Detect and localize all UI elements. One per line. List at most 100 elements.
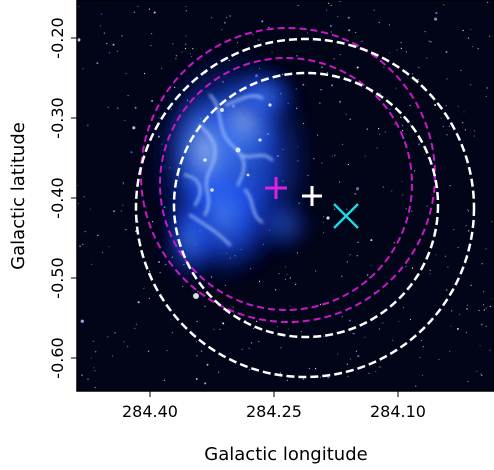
- star-point: [450, 325, 452, 327]
- star-point: [460, 69, 462, 71]
- y-tick-label: -0.50: [48, 257, 67, 298]
- star-point: [289, 305, 291, 307]
- star-point: [320, 89, 322, 91]
- star-point: [366, 128, 368, 130]
- star-point: [415, 385, 417, 387]
- star-point: [378, 21, 380, 23]
- star-point: [443, 4, 445, 6]
- star-point: [410, 124, 412, 126]
- y-ticks: [71, 37, 77, 359]
- star-point: [346, 261, 348, 263]
- star-point: [389, 52, 391, 54]
- star-point: [149, 270, 151, 272]
- star-point: [418, 143, 421, 146]
- star-point: [166, 350, 168, 352]
- star-point: [145, 206, 147, 208]
- star-point: [253, 327, 255, 330]
- star-point: [271, 51, 273, 54]
- star-point: [258, 280, 261, 282]
- star-point: [82, 68, 84, 70]
- star-point: [423, 153, 425, 155]
- star-point: [345, 113, 347, 115]
- star-point: [489, 349, 491, 351]
- star-point: [134, 106, 137, 109]
- star-point: [192, 48, 194, 50]
- x-tick-label: 284.25: [246, 402, 302, 421]
- star-point: [268, 26, 270, 28]
- star-point: [470, 28, 472, 31]
- star-point: [213, 328, 215, 330]
- star-point: [337, 15, 339, 18]
- star-point: [491, 221, 493, 223]
- magenta-inner-circle: [159, 57, 413, 311]
- star-point: [329, 24, 332, 27]
- star-point: [286, 379, 288, 381]
- white-inner-circle: [172, 71, 440, 339]
- star-point: [195, 341, 198, 343]
- magenta-plus-marker: [265, 177, 287, 199]
- star-point: [435, 12, 438, 14]
- star-point: [101, 251, 104, 254]
- star-point: [289, 277, 291, 279]
- star-point: [391, 190, 393, 192]
- star-point: [411, 267, 414, 269]
- star-point: [258, 39, 260, 41]
- star-point: [219, 328, 221, 330]
- star-point: [295, 283, 297, 285]
- star-point: [354, 192, 357, 195]
- star-point: [163, 379, 165, 381]
- star-point: [367, 274, 369, 276]
- star-point: [100, 25, 102, 27]
- star-point: [170, 319, 172, 321]
- star-point: [431, 193, 433, 196]
- star-point: [279, 372, 282, 374]
- star-point: [468, 210, 470, 212]
- star-point: [125, 229, 127, 231]
- star-point: [197, 290, 199, 292]
- star-point: [458, 314, 461, 316]
- star-point: [94, 387, 96, 389]
- star-point: [349, 358, 351, 360]
- star-point: [82, 243, 84, 245]
- star-point: [434, 104, 437, 106]
- star-point: [195, 378, 198, 380]
- star-point: [334, 154, 336, 156]
- star-point: [489, 35, 491, 38]
- star-point: [132, 126, 136, 130]
- star-point: [236, 42, 238, 44]
- star-point: [419, 356, 421, 358]
- star-point: [375, 370, 377, 373]
- star-point: [368, 372, 370, 374]
- star-point: [420, 339, 423, 342]
- star-point: [474, 130, 476, 132]
- star-point: [483, 304, 485, 306]
- star-point: [349, 118, 351, 120]
- star-point: [78, 6, 80, 8]
- star-point: [331, 84, 334, 87]
- star-point: [413, 170, 416, 172]
- star-point: [444, 255, 446, 257]
- star-point: [438, 358, 440, 361]
- star-point: [485, 95, 487, 97]
- star-point: [224, 284, 226, 286]
- star-point: [470, 84, 472, 86]
- star-point: [451, 310, 453, 312]
- star-point: [159, 272, 161, 274]
- sky-image: [77, 0, 494, 391]
- star-point: [200, 350, 203, 352]
- star-point: [80, 319, 84, 323]
- star-point: [255, 320, 258, 322]
- star-point: [468, 230, 470, 232]
- star-point: [327, 376, 330, 379]
- star-point: [388, 24, 390, 26]
- star-point: [396, 49, 398, 51]
- star-point: [147, 350, 150, 352]
- star-point: [405, 208, 407, 210]
- star-point: [355, 187, 360, 191]
- star-point: [189, 52, 191, 54]
- star-point: [123, 341, 125, 343]
- star-point: [161, 67, 163, 69]
- y-tick-label: -0.20: [48, 17, 67, 58]
- star-point: [429, 273, 431, 275]
